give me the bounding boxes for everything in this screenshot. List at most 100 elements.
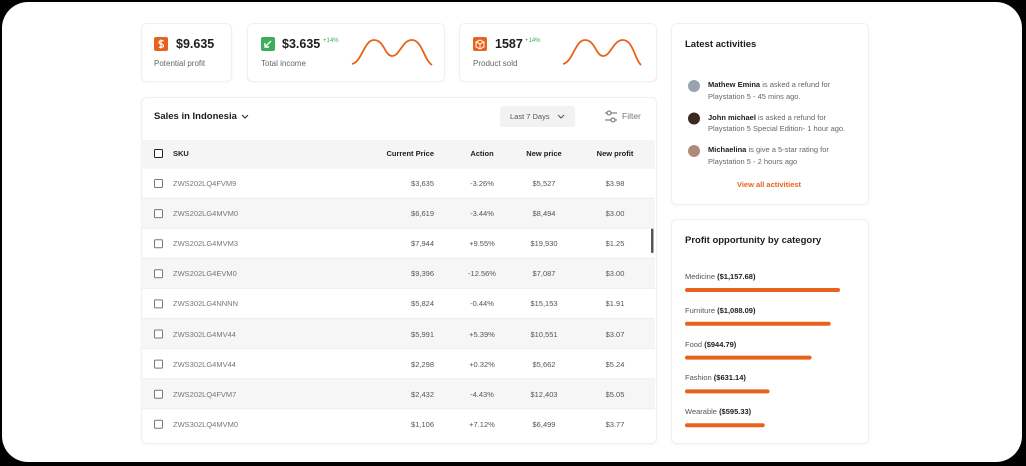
- cell: -3.44%: [470, 209, 494, 219]
- dropdown[interactable]: [500, 106, 575, 127]
- column-header: Current Price: [386, 149, 434, 158]
- stat-change: +14%: [525, 38, 541, 44]
- activity-text: is asked a refund for Playstation 5 - 45…: [708, 80, 831, 101]
- icon: [158, 39, 165, 49]
- profit-label: Fashion ($631.14): [685, 373, 746, 382]
- checkbox[interactable]: [154, 359, 163, 369]
- column-header: New profit: [596, 149, 634, 158]
- cell: +0.32%: [469, 359, 495, 369]
- stat-change: +14%: [323, 38, 339, 44]
- cell: $15,153: [530, 299, 558, 309]
- profit-card: [671, 219, 869, 444]
- cell: $9,396: [411, 269, 434, 279]
- cell: $3.00: [605, 269, 625, 279]
- icon: [475, 39, 485, 50]
- cell: $10,551: [530, 329, 558, 339]
- value-label: ($595.33): [719, 407, 752, 417]
- value-label: ($944.79): [704, 339, 737, 349]
- stat-card: [459, 23, 657, 82]
- checkbox[interactable]: [154, 149, 163, 158]
- cell: $5,991: [411, 329, 434, 339]
- view-all-link[interactable]: View all activitiest: [736, 180, 802, 189]
- checkbox[interactable]: [154, 239, 163, 249]
- profit-label: Wearable ($595.33): [685, 407, 751, 416]
- cell: $2,432: [411, 389, 434, 399]
- cell: $5,527: [532, 179, 556, 188]
- header-row: [141, 140, 655, 168]
- category: Fashion: [685, 373, 712, 383]
- checkbox[interactable]: [154, 389, 163, 399]
- activity-text: is give a 5-star rating for Playstation …: [708, 145, 829, 166]
- checkbox[interactable]: [154, 419, 163, 429]
- period[interactable]: Last 7 Days: [510, 112, 550, 121]
- cell: $5.24: [605, 359, 625, 369]
- stat-value: 1587: [495, 37, 523, 51]
- category: Medicine: [685, 272, 716, 281]
- cell: $1.25: [605, 239, 625, 249]
- checkbox[interactable]: [154, 269, 163, 279]
- cell: ZWS302LQ4MVM0: [173, 419, 239, 429]
- cell: $12,403: [530, 389, 558, 399]
- profit-bar: [685, 355, 812, 360]
- cell: +9.55%: [469, 239, 495, 249]
- cell: ZWS202LQ4FVM9: [173, 179, 237, 188]
- activity-name: Michaelina: [708, 145, 747, 154]
- icon: [557, 114, 565, 119]
- cell: $5,824: [411, 299, 434, 309]
- avatar: [688, 145, 700, 157]
- profit-bar: [685, 288, 840, 292]
- cell: $7,087: [532, 269, 556, 279]
- row-bg: [141, 258, 655, 289]
- cell: $1.91: [605, 299, 625, 309]
- cell: -0.44%: [470, 299, 494, 309]
- sparkline: [562, 39, 642, 66]
- filter[interactable]: Filter: [622, 111, 641, 121]
- column-header: Action: [470, 149, 494, 158]
- cell: $3,635: [411, 179, 434, 188]
- section-title: Profit opportunity by category: [685, 235, 822, 246]
- cell: $2,298: [411, 359, 434, 369]
- cell: $3.77: [605, 419, 625, 429]
- column-header: SKU: [173, 149, 189, 158]
- checkbox[interactable]: [154, 299, 163, 309]
- cell: $8,494: [532, 209, 556, 219]
- profit-label: Furniture ($1,088.09): [685, 306, 755, 315]
- profit-bar: [685, 321, 831, 326]
- stat-value: $9.635: [176, 37, 215, 51]
- activity: Michaelina is give a 5-star rating for P…: [708, 144, 858, 167]
- cell: $7,944: [411, 239, 434, 249]
- cell: ZWS302LG4NNNN: [173, 299, 239, 309]
- activities-card: [671, 23, 869, 205]
- cell: $19,930: [530, 239, 558, 249]
- cell: -4.43%: [470, 389, 494, 399]
- category: Food: [685, 339, 703, 349]
- stat-label: Product sold: [473, 59, 518, 68]
- value-label: ($1,157.68): [717, 272, 756, 281]
- cell: +5.39%: [469, 329, 495, 339]
- cell: $5,662: [532, 359, 556, 369]
- cell: $6,619: [411, 209, 434, 219]
- column-header: New price: [526, 149, 562, 158]
- cell: -3.26%: [470, 179, 494, 188]
- icon: [241, 114, 249, 119]
- cell: $3.98: [605, 179, 625, 188]
- cell: -12.56%: [468, 269, 496, 279]
- checkbox[interactable]: [154, 209, 163, 219]
- cell: $6,499: [532, 419, 556, 429]
- activity-text: is asked a refund for Playstation 5 Spec…: [708, 112, 846, 134]
- profit-bar: [685, 423, 765, 428]
- avatar: [688, 112, 700, 125]
- section-title: Latest activities: [685, 39, 757, 50]
- row-bg: [141, 318, 655, 349]
- stat-card: [247, 23, 445, 82]
- avatar: [688, 80, 700, 92]
- value-label: ($1,088.09): [717, 305, 756, 315]
- table-title: Sales in Indonesia: [154, 111, 237, 122]
- profit-label: Food ($944.79): [685, 340, 736, 349]
- row-bg: [141, 198, 655, 229]
- cell: ZWS202LG4MVM0: [173, 209, 239, 219]
- category: Furniture: [685, 305, 716, 315]
- checkbox[interactable]: [154, 179, 163, 188]
- checkbox[interactable]: [154, 329, 163, 339]
- cell: +7.12%: [469, 419, 495, 429]
